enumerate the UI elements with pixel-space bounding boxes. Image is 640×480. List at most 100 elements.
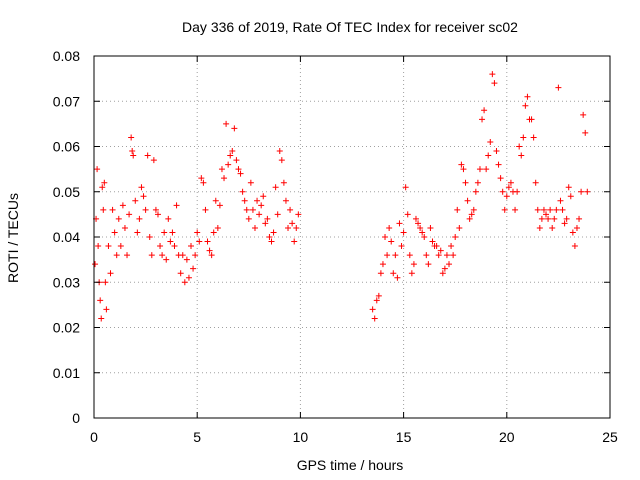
- data-point: [557, 197, 564, 204]
- data-point: [505, 184, 512, 191]
- data-point: [408, 270, 415, 277]
- data-point: [103, 306, 110, 313]
- data-point: [152, 206, 159, 213]
- data-point: [188, 243, 195, 250]
- data-point: [561, 220, 568, 227]
- x-tick-label: 5: [193, 429, 201, 445]
- data-point: [415, 220, 422, 227]
- data-point: [406, 252, 413, 259]
- x-tick-label: 20: [499, 429, 515, 445]
- data-point: [100, 206, 107, 213]
- data-point: [107, 270, 114, 277]
- data-point: [481, 107, 488, 114]
- data-point: [538, 215, 545, 222]
- data-point: [578, 188, 585, 195]
- x-tick-label: 0: [90, 429, 98, 445]
- data-point: [410, 261, 417, 268]
- data-point: [173, 202, 180, 209]
- data-point: [573, 224, 580, 231]
- data-point: [126, 211, 133, 218]
- data-point: [454, 206, 461, 213]
- chart-title: Day 336 of 2019, Rate Of TEC Index for r…: [182, 19, 518, 35]
- data-point: [171, 243, 178, 250]
- data-point: [280, 179, 287, 186]
- data-point: [524, 93, 531, 100]
- data-point: [460, 166, 467, 173]
- data-point: [245, 215, 252, 222]
- grid-lines: [94, 56, 610, 418]
- data-point: [563, 215, 570, 222]
- data-point: [204, 238, 211, 245]
- data-point: [522, 102, 529, 109]
- data-point: [243, 206, 250, 213]
- data-point: [439, 270, 446, 277]
- data-point: [181, 279, 188, 286]
- data-point: [580, 111, 587, 118]
- data-point: [466, 215, 473, 222]
- data-point: [549, 224, 556, 231]
- y-tick-label: 0: [72, 410, 80, 426]
- data-point: [239, 188, 246, 195]
- y-tick-label: 0.07: [53, 93, 80, 109]
- data-point: [216, 202, 223, 209]
- data-point: [218, 166, 225, 173]
- data-point: [167, 238, 174, 245]
- data-point: [235, 166, 242, 173]
- data-point: [528, 116, 535, 123]
- data-point: [113, 252, 120, 259]
- data-point: [485, 152, 492, 159]
- data-point: [540, 206, 547, 213]
- data-point: [382, 234, 389, 240]
- data-point: [369, 306, 376, 313]
- data-point: [567, 193, 574, 200]
- data-point: [206, 247, 213, 254]
- data-point: [514, 188, 521, 195]
- data-point: [458, 161, 465, 168]
- data-point: [472, 188, 479, 195]
- data-point: [452, 234, 459, 240]
- data-point: [443, 252, 450, 259]
- data-point: [101, 179, 108, 186]
- data-point: [225, 161, 232, 168]
- data-point: [456, 224, 463, 231]
- data-point: [161, 229, 168, 236]
- data-point: [553, 206, 560, 213]
- data-point: [165, 215, 172, 222]
- data-point: [212, 197, 219, 204]
- data-point: [468, 211, 475, 218]
- data-point: [223, 120, 230, 127]
- data-point: [214, 224, 221, 231]
- data-point: [499, 188, 506, 195]
- data-point: [474, 179, 481, 186]
- data-point: [163, 256, 170, 263]
- data-point: [402, 184, 409, 191]
- data-point: [124, 252, 131, 259]
- y-tick-label: 0.08: [53, 48, 80, 64]
- data-point: [388, 238, 395, 245]
- data-point: [157, 243, 164, 250]
- data-point: [534, 206, 541, 213]
- y-tick-label: 0.04: [53, 229, 80, 245]
- data-point: [260, 193, 267, 200]
- y-tick-label: 0.02: [53, 320, 80, 336]
- data-point: [136, 215, 143, 222]
- y-tick-label: 0.05: [53, 184, 80, 200]
- data-point: [198, 175, 205, 182]
- data-point: [254, 197, 261, 204]
- data-point: [282, 197, 289, 204]
- data-point: [276, 148, 283, 155]
- data-point: [386, 224, 393, 231]
- data-point: [278, 157, 285, 164]
- data-point: [142, 206, 149, 213]
- y-tick-label: 0.01: [53, 365, 80, 381]
- data-point: [423, 252, 430, 259]
- data-point: [435, 252, 442, 259]
- data-point: [448, 243, 455, 250]
- data-point: [183, 256, 190, 263]
- data-point: [536, 224, 543, 231]
- data-point: [132, 197, 139, 204]
- data-point: [121, 224, 128, 231]
- x-tick-label: 25: [602, 429, 618, 445]
- data-point: [384, 252, 391, 259]
- data-point: [229, 148, 236, 155]
